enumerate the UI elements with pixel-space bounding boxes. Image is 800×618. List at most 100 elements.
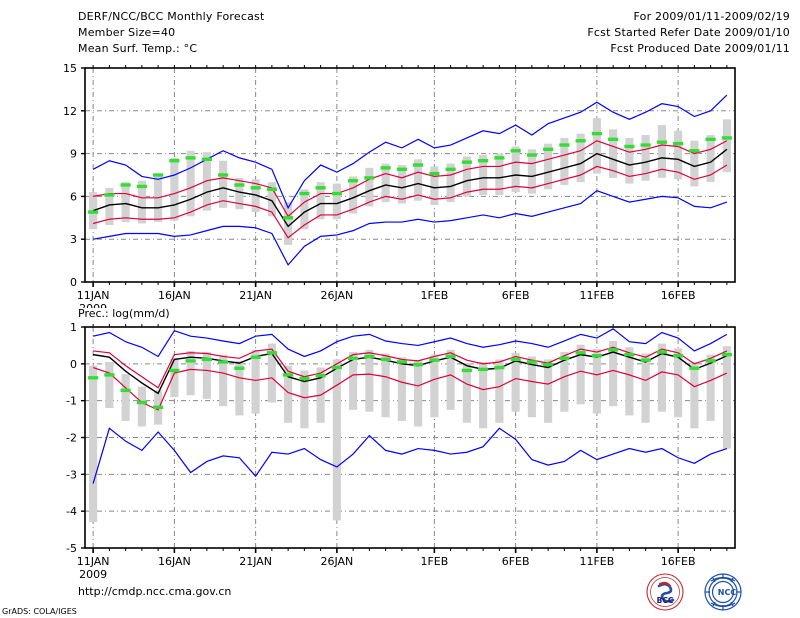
spread-bar bbox=[105, 187, 114, 225]
spread-bar bbox=[219, 354, 228, 407]
y-tick-label: -5 bbox=[66, 542, 77, 555]
spread-bar bbox=[186, 350, 195, 396]
spread-bar bbox=[527, 149, 536, 194]
precipitation-chart: -5 -4 -3 -2 -1 0 1 11JAN 16JAN 21JAN 26JAN 1FEB 6FEB… bbox=[0, 320, 800, 580]
x-tick-label: 16JAN bbox=[158, 555, 191, 568]
spread-bar bbox=[105, 361, 114, 409]
spread-bar bbox=[365, 167, 374, 207]
spread-bar bbox=[300, 189, 309, 230]
series-mean bbox=[92, 148, 728, 228]
x-tick-label: 11JAN bbox=[77, 555, 110, 568]
series-lower-quartile bbox=[92, 164, 728, 239]
website-url[interactable]: http://cmdp.ncc.cma.gov.cn bbox=[78, 585, 232, 598]
spread-bar bbox=[527, 356, 536, 418]
spread-bar bbox=[235, 177, 244, 210]
spread-bar bbox=[202, 352, 211, 399]
logo-group: BCC NCC bbox=[645, 572, 755, 612]
spread-bar bbox=[446, 163, 455, 203]
bcc-logo-icon: BCC bbox=[646, 573, 684, 611]
grads-credit: GrADS: COLA/IGES bbox=[2, 607, 77, 616]
series-mean bbox=[93, 351, 728, 395]
y-tick-label: -3 bbox=[66, 468, 77, 481]
spread-bar bbox=[690, 140, 699, 187]
forecast-title: DERF/NCC/BCC Monthly Forecast bbox=[78, 10, 265, 23]
spread-bar bbox=[219, 160, 228, 208]
spread-bar bbox=[267, 343, 276, 403]
spread-bar bbox=[674, 130, 683, 180]
plot-frame bbox=[84, 67, 736, 283]
spread-bar bbox=[430, 354, 439, 418]
spread-bar bbox=[349, 176, 358, 214]
spread-bar bbox=[365, 349, 374, 412]
precipitation-panel-title: Prec.: log(mm/d) bbox=[78, 307, 170, 320]
spread-bar bbox=[137, 180, 146, 224]
series-min bbox=[92, 427, 728, 484]
spread-bar bbox=[511, 146, 520, 193]
x-tick-label: 11JAN bbox=[77, 289, 110, 302]
spread-bar bbox=[300, 370, 309, 429]
spread-bar bbox=[592, 349, 601, 414]
spread-bar bbox=[544, 143, 553, 190]
spread-bar bbox=[446, 349, 455, 410]
spread-bar bbox=[414, 159, 423, 201]
bcc-logo-text: BCC bbox=[657, 596, 674, 605]
spread-bar bbox=[349, 352, 358, 410]
spread-bar bbox=[625, 347, 634, 416]
spread-bar bbox=[397, 165, 406, 204]
spread-bar bbox=[511, 352, 520, 412]
spread-bar bbox=[544, 359, 553, 423]
x-tick-label: 6FEB bbox=[502, 555, 530, 568]
ensemble-spread-bars bbox=[89, 117, 731, 245]
y-axis: -5 -4 -3 -2 -1 0 1 bbox=[66, 321, 85, 555]
y-tick-label: 3 bbox=[70, 233, 77, 246]
forecast-range-label: For 2009/01/11-2009/02/19 bbox=[633, 10, 790, 23]
spread-bar bbox=[479, 155, 488, 195]
spread-bar bbox=[495, 359, 504, 423]
series-upper-quartile bbox=[93, 346, 728, 389]
spread-bar bbox=[89, 365, 98, 523]
spread-bar bbox=[495, 153, 504, 195]
spread-bar bbox=[641, 353, 650, 423]
spread-bar bbox=[690, 361, 699, 429]
y-tick-label: 0 bbox=[70, 358, 77, 371]
ensemble-spread-bars bbox=[89, 340, 731, 523]
y-tick-label: 15 bbox=[63, 62, 77, 75]
x-tick-label: 1FEB bbox=[420, 289, 448, 302]
series-upper-quartile bbox=[93, 140, 728, 218]
spread-bar bbox=[202, 152, 211, 211]
spread-bar bbox=[674, 348, 683, 418]
spread-bar bbox=[170, 358, 179, 397]
x-axis: 11JAN 16JAN 21JAN 26JAN 1FEB 6FEB 11FEB 16FEB 20… bbox=[77, 324, 728, 580]
spread-bar bbox=[462, 156, 471, 197]
x-tick-label: 16FEB bbox=[661, 555, 696, 568]
spread-bar bbox=[186, 150, 195, 217]
spread-bar bbox=[657, 125, 666, 178]
spread-bar bbox=[576, 133, 585, 183]
x-tick-label: 16FEB bbox=[661, 289, 696, 302]
spread-bar bbox=[414, 360, 423, 427]
forecast-start-date-label: Fcst Started Refer Date 2009/01/10 bbox=[587, 26, 790, 39]
spread-bar bbox=[706, 135, 715, 183]
y-axis: 0 3 6 9 12 15 bbox=[63, 62, 85, 289]
spread-bar bbox=[625, 137, 634, 184]
spread-bar bbox=[609, 129, 618, 178]
x-tick-label: 1FEB bbox=[420, 555, 448, 568]
x-tick-label: 21JAN bbox=[239, 289, 272, 302]
x-axis-year-label: 2009 bbox=[79, 302, 107, 308]
spread-bar bbox=[560, 352, 569, 412]
spread-bar bbox=[284, 202, 293, 245]
spread-bar bbox=[381, 353, 390, 418]
spread-bar bbox=[170, 157, 179, 221]
spread-bar bbox=[657, 343, 666, 412]
spread-bar bbox=[251, 349, 260, 414]
x-tick-label: 26JAN bbox=[320, 289, 353, 302]
y-tick-label: 6 bbox=[70, 190, 77, 203]
spread-bar bbox=[332, 183, 341, 220]
temperature-chart-svg: 0 3 6 9 12 15 11JAN 16JAN 21JAN 26JAN 1FEB 6FEB 11FE… bbox=[63, 62, 736, 308]
x-axis-year-label: 2009 bbox=[79, 568, 107, 580]
y-tick-label: -1 bbox=[66, 395, 77, 408]
x-tick-label: 11FEB bbox=[579, 289, 614, 302]
x-tick-label: 21JAN bbox=[239, 555, 272, 568]
x-axis: 11JAN 16JAN 21JAN 26JAN 1FEB 6FEB 11FEB 16FEB 20… bbox=[77, 65, 728, 308]
spread-bar bbox=[430, 166, 439, 205]
